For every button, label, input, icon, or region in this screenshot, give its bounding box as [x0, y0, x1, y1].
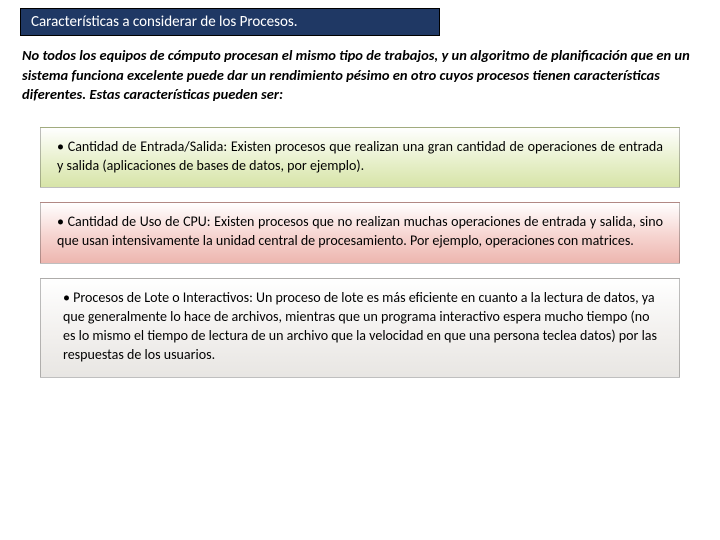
box-cpu-full: Cantidad de Uso de CPU: [68, 213, 215, 230]
box-io-text: Cantidad de Entrada/Salida: Existen proc… [57, 138, 663, 174]
box-batch-full: Procesos de Lote o Interactivos: [73, 289, 256, 306]
box-batch-content: • Procesos de Lote o Interactivos: Un pr… [57, 289, 663, 365]
box-io-full: Cantidad de Entrada/Salida: [68, 138, 231, 155]
box-io-content: • Cantidad de Entrada/Salida: Existen pr… [57, 138, 663, 176]
box-cpu: • Cantidad de Uso de CPU: Existen proces… [40, 202, 680, 264]
box-batch: • Procesos de Lote o Interactivos: Un pr… [40, 278, 680, 378]
bullet-icon: • [57, 213, 68, 230]
title-bar: Características a considerar de los Proc… [20, 8, 440, 36]
box-batch-text: Procesos de Lote o Interactivos: Un proc… [63, 289, 657, 363]
intro-paragraph: No todos los equipos de cómputo procesan… [20, 46, 700, 105]
box-io: • Cantidad de Entrada/Salida: Existen pr… [40, 127, 680, 189]
box-cpu-text: Cantidad de Uso de CPU: Existen procesos… [57, 213, 663, 249]
boxes-container: • Cantidad de Entrada/Salida: Existen pr… [20, 127, 700, 378]
box-cpu-content: • Cantidad de Uso de CPU: Existen proces… [57, 213, 663, 251]
bullet-icon: • [57, 138, 68, 155]
page-title: Características a considerar de los Proc… [31, 13, 298, 31]
bullet-icon: • [63, 289, 73, 306]
